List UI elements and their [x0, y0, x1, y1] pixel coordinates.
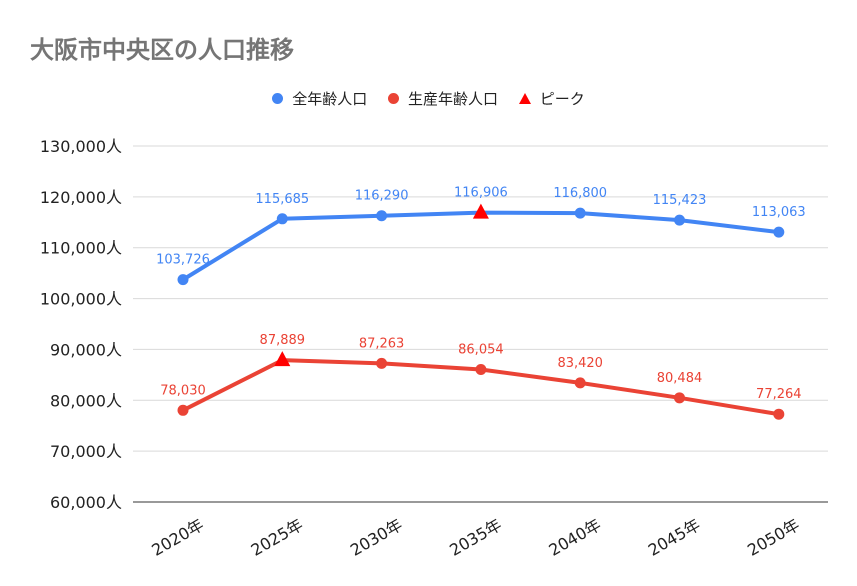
data-label: 77,264 — [756, 387, 802, 402]
legend-item-working: 生産年齢人口 — [387, 88, 498, 109]
data-label: 86,054 — [458, 342, 504, 357]
x-tick-label: 2030年 — [347, 515, 406, 560]
x-tick-label: 2025年 — [248, 515, 307, 560]
legend: 全年齢人口 生産年齢人口 ピーク — [0, 88, 857, 109]
y-tick-label: 110,000人 — [40, 239, 122, 258]
y-tick-label: 120,000人 — [40, 188, 122, 207]
y-tick-label: 80,000人 — [50, 391, 122, 410]
data-label: 115,685 — [255, 192, 309, 207]
data-point — [475, 363, 487, 375]
y-tick-label: 60,000人 — [50, 493, 122, 512]
peak-marker — [472, 203, 489, 219]
data-point — [674, 392, 685, 404]
data-label: 116,290 — [355, 189, 409, 204]
legend-dot-icon — [387, 93, 399, 104]
legend-label: ピーク — [539, 90, 585, 108]
legend-item-peak: ピーク — [518, 88, 585, 109]
data-point — [773, 226, 785, 238]
data-label: 87,889 — [260, 333, 306, 348]
legend-label: 生産年齢人口 — [407, 90, 498, 108]
data-point — [376, 357, 388, 369]
data-point — [376, 210, 388, 222]
data-point — [177, 274, 189, 286]
data-point — [574, 207, 586, 219]
series-line — [181, 210, 780, 282]
legend-label: 全年齢人口 — [292, 90, 368, 108]
y-tick-label: 100,000人 — [40, 290, 122, 309]
data-label: 83,420 — [557, 356, 603, 371]
chart-title: 大阪市中央区の人口推移 — [30, 36, 294, 64]
legend-item-total: 全年齢人口 — [272, 88, 367, 109]
data-label: 103,726 — [156, 253, 210, 268]
data-label: 115,423 — [653, 193, 707, 208]
x-tick-label: 2040年 — [546, 515, 605, 560]
legend-dot-icon — [272, 93, 284, 104]
x-tick-label: 2035年 — [446, 515, 505, 560]
data-point — [773, 408, 785, 420]
data-label: 87,263 — [359, 336, 405, 351]
legend-triangle-icon — [518, 93, 531, 104]
data-label: 113,063 — [752, 205, 806, 220]
data-label: 78,030 — [160, 383, 206, 398]
peak-marker — [274, 351, 291, 367]
data-point — [177, 404, 189, 416]
data-point — [276, 213, 288, 225]
y-tick-label: 130,000人 — [40, 137, 122, 156]
data-label: 116,800 — [553, 186, 607, 201]
x-tick-label: 2020年 — [148, 515, 207, 560]
data-point — [674, 214, 685, 226]
data-label: 116,906 — [454, 186, 508, 201]
data-label: 80,484 — [657, 371, 703, 386]
y-tick-label: 90,000人 — [50, 340, 122, 359]
y-tick-label: 70,000人 — [50, 442, 122, 461]
data-point — [574, 377, 586, 389]
x-tick-label: 2050年 — [744, 515, 803, 560]
x-tick-label: 2045年 — [645, 515, 704, 560]
